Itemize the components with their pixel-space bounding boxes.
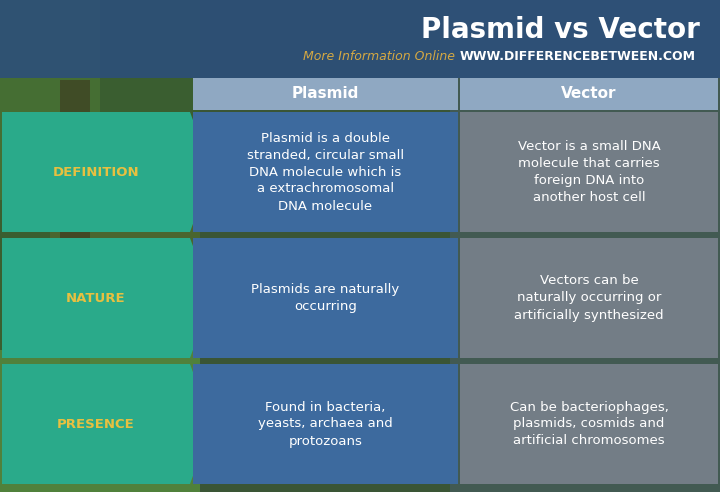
- Bar: [460, 112, 718, 232]
- Polygon shape: [2, 238, 212, 358]
- Text: Plasmid: Plasmid: [292, 87, 359, 101]
- Text: Vector: Vector: [562, 87, 617, 101]
- Bar: [193, 364, 458, 484]
- Bar: [193, 238, 458, 358]
- Polygon shape: [2, 112, 212, 232]
- Bar: [50, 150, 200, 350]
- Text: Plasmids are naturally
occurring: Plasmids are naturally occurring: [251, 283, 400, 313]
- Bar: [193, 78, 458, 110]
- Text: WWW.DIFFERENCEBETWEEN.COM: WWW.DIFFERENCEBETWEEN.COM: [460, 51, 696, 63]
- Bar: [0, 0, 100, 200]
- Text: NATURE: NATURE: [66, 291, 126, 305]
- Text: Plasmid vs Vector: Plasmid vs Vector: [421, 16, 700, 44]
- Text: Plasmid is a double
stranded, circular small
DNA molecule which is
a extrachromo: Plasmid is a double stranded, circular s…: [247, 131, 404, 213]
- Bar: [193, 112, 458, 232]
- Bar: [0, 0, 200, 492]
- Bar: [460, 78, 718, 110]
- Bar: [0, 0, 720, 78]
- Polygon shape: [2, 364, 212, 484]
- Text: Vector is a small DNA
molecule that carries
foreign DNA into
another host cell: Vector is a small DNA molecule that carr…: [518, 140, 660, 204]
- Bar: [0, 350, 200, 492]
- Text: Vectors can be
naturally occurring or
artificially synthesized: Vectors can be naturally occurring or ar…: [514, 275, 664, 321]
- Bar: [450, 0, 720, 492]
- Bar: [460, 238, 718, 358]
- Text: More Information Online: More Information Online: [303, 51, 455, 63]
- Text: PRESENCE: PRESENCE: [57, 418, 135, 430]
- Text: Can be bacteriophages,
plasmids, cosmids and
artificial chromosomes: Can be bacteriophages, plasmids, cosmids…: [510, 400, 668, 448]
- Text: Found in bacteria,
yeasts, archaea and
protozoans: Found in bacteria, yeasts, archaea and p…: [258, 400, 393, 448]
- Bar: [460, 364, 718, 484]
- Bar: [60, 80, 90, 380]
- Text: DEFINITION: DEFINITION: [53, 165, 139, 179]
